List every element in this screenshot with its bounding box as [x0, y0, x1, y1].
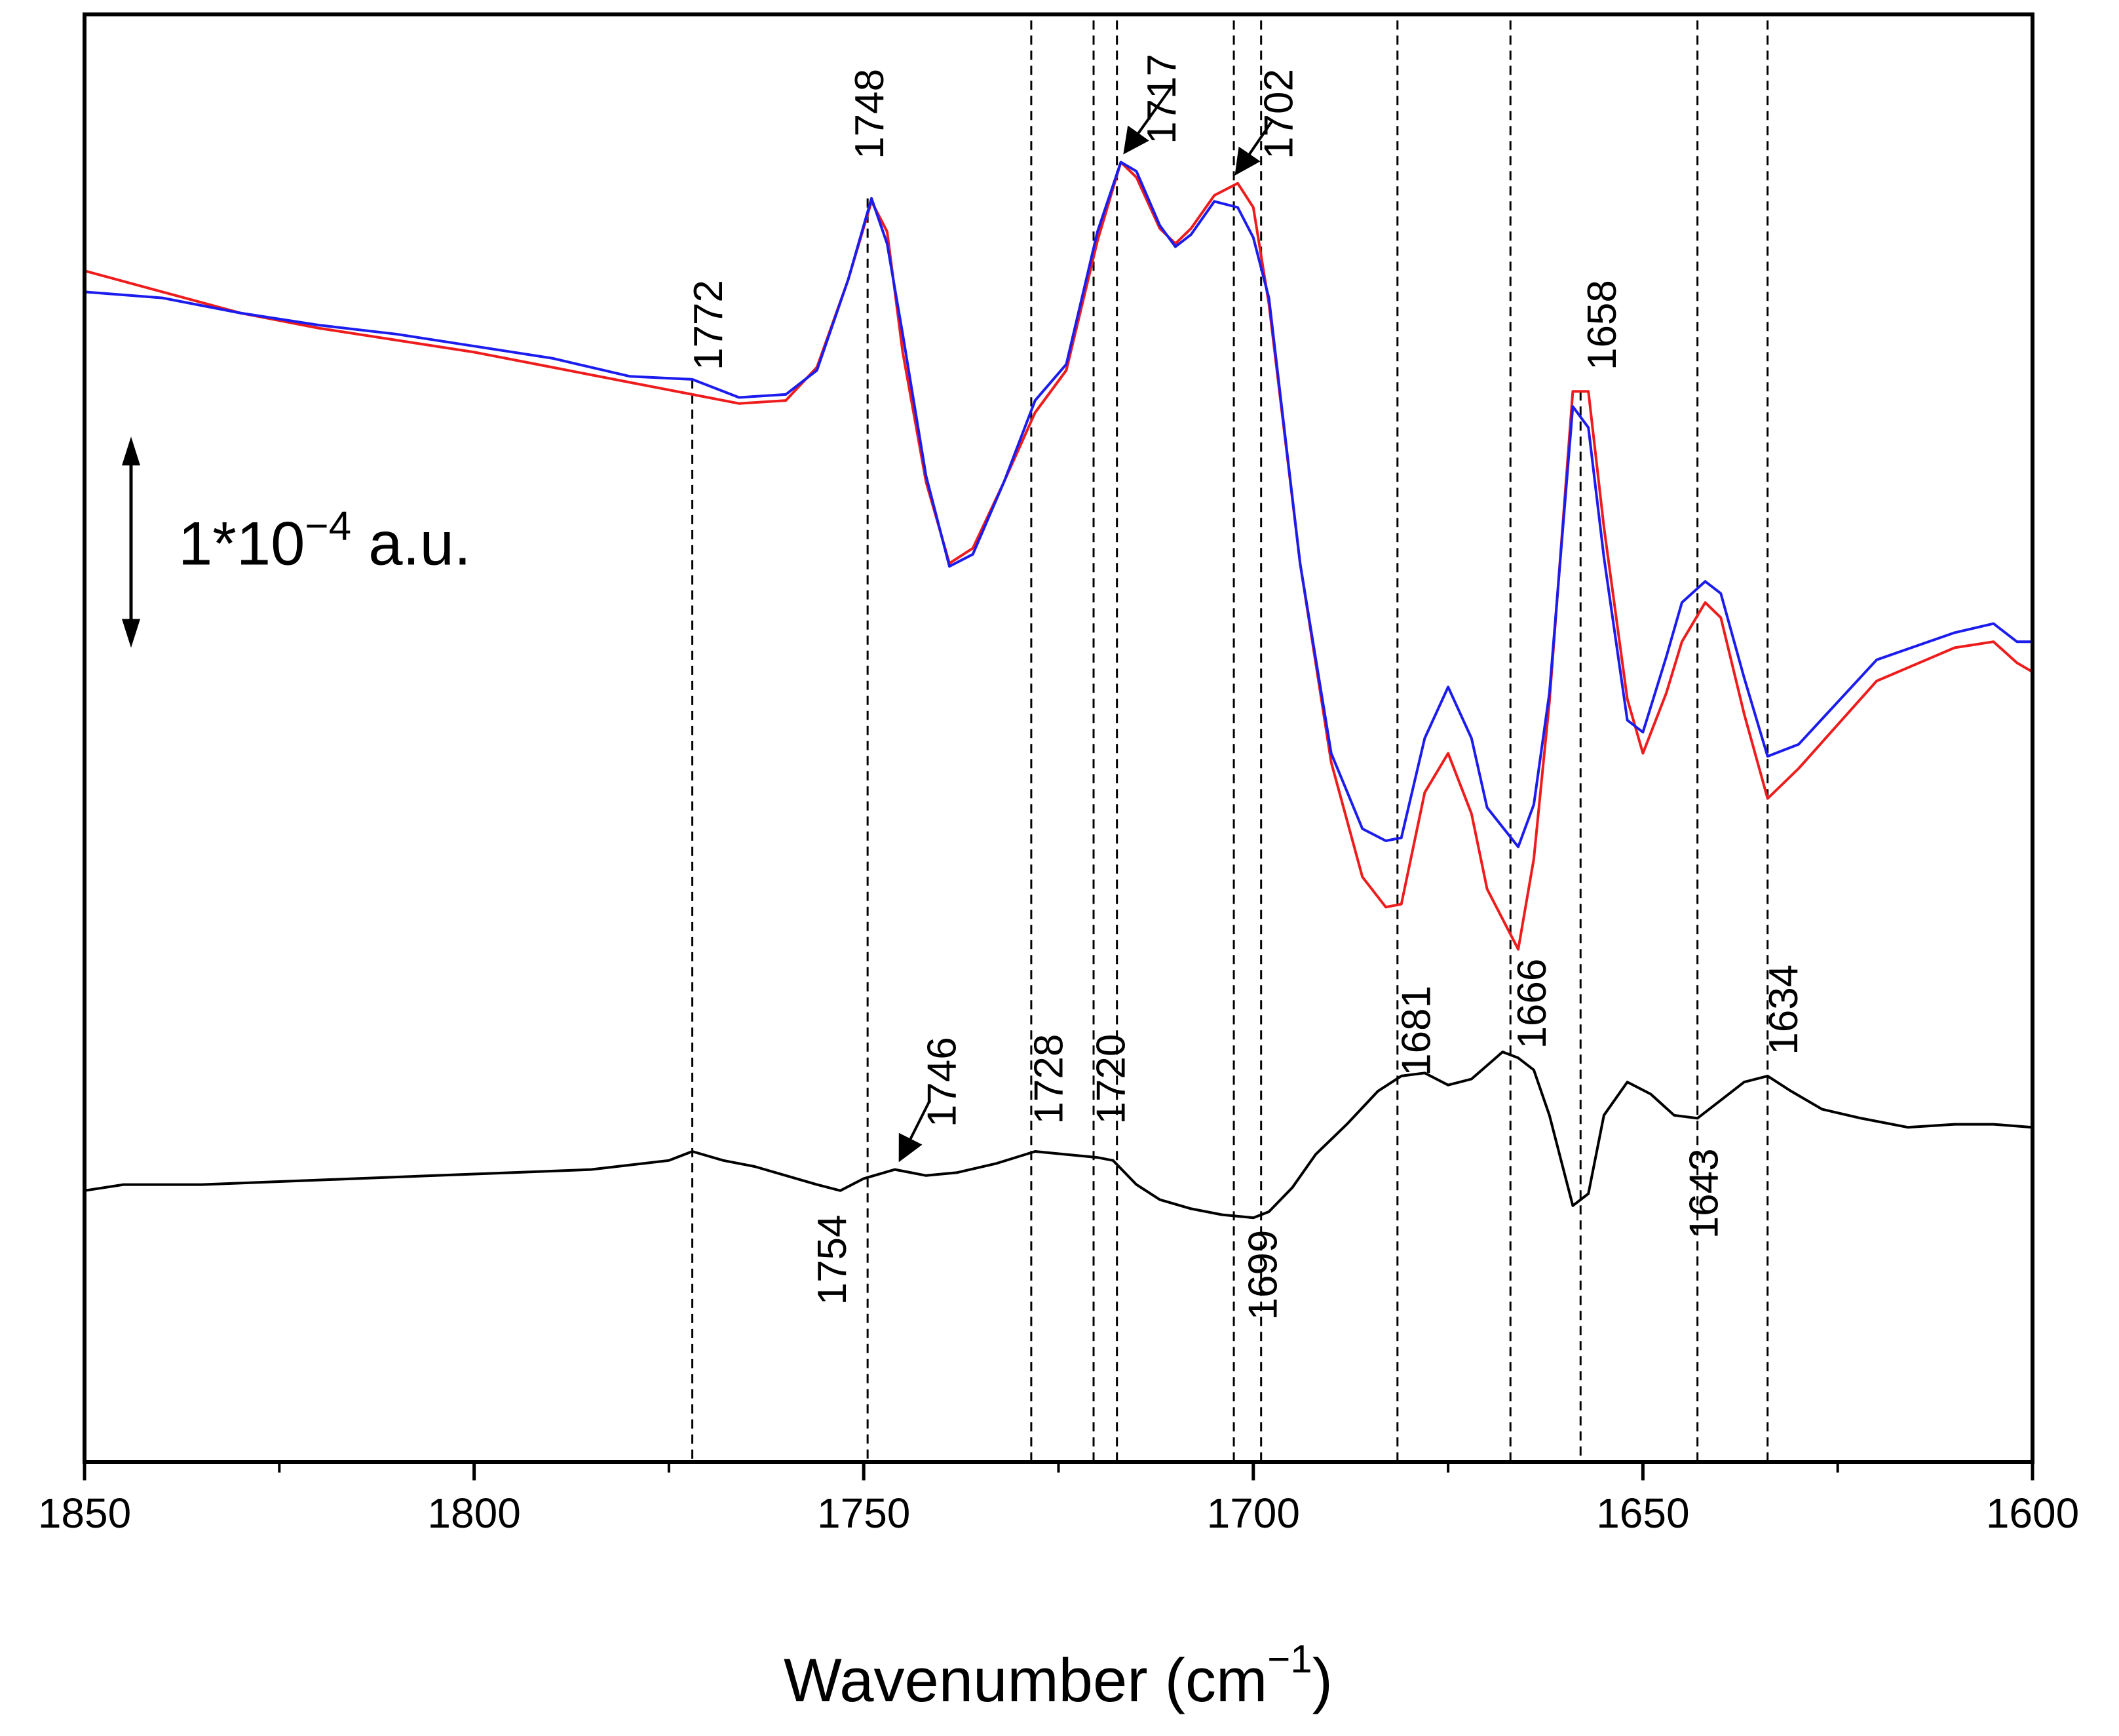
- series-red-line: [83, 161, 2034, 951]
- x-axis-title: Wavenumber (cm−1): [784, 1637, 1333, 1714]
- peak-label-1634: 1634: [1761, 965, 1806, 1055]
- scale-bar-label: 1*10−4 a.u.: [178, 503, 471, 577]
- peak-label-1720: 1720: [1089, 1034, 1134, 1125]
- annotation-arrow-3: [898, 1099, 932, 1163]
- x-tick-label-1850: 1850: [38, 1490, 131, 1537]
- peak-label-1666: 1666: [1510, 959, 1555, 1049]
- plot-frame: [83, 12, 2034, 1464]
- reference-lines: [691, 20, 1769, 1462]
- scale-bar-arrowhead-top: [122, 436, 140, 466]
- peak-label-1754: 1754: [810, 1215, 855, 1305]
- x-tick-label-1750: 1750: [817, 1490, 910, 1537]
- peak-labels: 1748171717021772165817461728172016811666…: [686, 54, 1806, 1321]
- annotation-arrow-1: [1123, 86, 1173, 155]
- annotation-arrow-2: [1234, 119, 1274, 176]
- spectra: [83, 161, 2034, 1220]
- x-tick-label-1600: 1600: [1986, 1490, 2079, 1537]
- scale-bar-arrowhead-bottom: [122, 619, 140, 648]
- peak-label-1746: 1746: [919, 1037, 964, 1127]
- peak-label-1643: 1643: [1682, 1148, 1727, 1239]
- x-tick-label-1650: 1650: [1596, 1490, 1689, 1537]
- annotation-arrows: [898, 86, 1274, 1163]
- peak-label-1658: 1658: [1580, 280, 1625, 370]
- peak-label-1702: 1702: [1256, 69, 1301, 159]
- scale-bar: 1*10−4 a.u.: [122, 436, 471, 648]
- peak-label-1699: 1699: [1241, 1230, 1286, 1321]
- series-black-line: [83, 1051, 2034, 1220]
- peak-label-1748: 1748: [847, 69, 892, 159]
- series-blue-line: [83, 161, 2034, 849]
- x-tick-label-1800: 1800: [427, 1490, 520, 1537]
- x-tick-label-1700: 1700: [1207, 1490, 1300, 1537]
- peak-label-1772: 1772: [686, 280, 731, 370]
- peak-label-1728: 1728: [1026, 1034, 1071, 1125]
- x-axis: 1850 1800 1750 1700 1650 1600: [38, 1462, 2079, 1537]
- peak-label-1681: 1681: [1394, 986, 1440, 1076]
